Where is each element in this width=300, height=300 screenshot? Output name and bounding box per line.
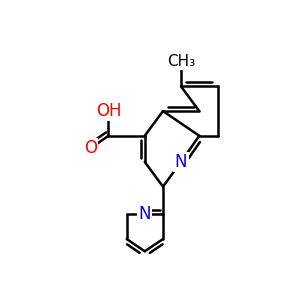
Text: N: N [175,153,187,171]
Text: CH₃: CH₃ [167,54,195,69]
Text: OH: OH [96,102,121,120]
Text: N: N [139,205,151,223]
Text: O: O [84,139,97,157]
